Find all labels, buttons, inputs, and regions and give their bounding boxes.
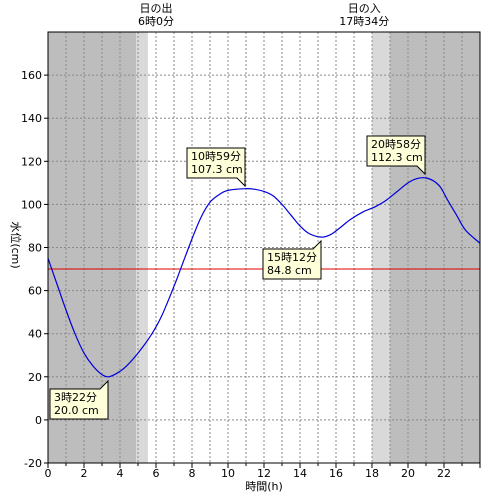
y-tick-label: 40 [28, 328, 42, 341]
x-axis-label: 時間(h) [245, 480, 283, 493]
x-tick-label: 18 [365, 467, 379, 480]
y-tick-label: 60 [28, 285, 42, 298]
y-tick-label: 100 [21, 198, 42, 211]
y-tick-label: 20 [28, 371, 42, 384]
sunset-title: 日の入 [348, 2, 381, 15]
night-shade-evening [390, 32, 480, 463]
y-tick-label: 0 [35, 414, 42, 427]
annotation-time: 10時59分 [191, 150, 241, 163]
x-tick-label: 8 [189, 467, 196, 480]
x-tick-label: 20 [401, 467, 415, 480]
y-tick-label: 160 [21, 69, 42, 82]
x-tick-label: 12 [257, 467, 271, 480]
annotation-box [366, 135, 426, 176]
y-tick-label: 80 [28, 242, 42, 255]
x-tick-labels: 0 2 4 6 8 10 12 14 16 18 20 22 [45, 463, 481, 480]
x-tick-label: 14 [293, 467, 307, 480]
annotation-time: 15時12分 [267, 251, 317, 264]
sunrise-time: 6時0分 [138, 15, 174, 28]
annotation-time: 20時58分 [371, 138, 421, 151]
annotation-level: 84.8 cm [267, 264, 312, 277]
annotation-box [262, 239, 322, 280]
x-tick-label: 10 [221, 467, 235, 480]
y-axis-label: 水位(cm) [9, 221, 23, 268]
grid-lines [48, 32, 480, 463]
y-tick-label: -20 [24, 457, 42, 470]
tide-level-line [47, 177, 481, 378]
y-tick-labels: -20 0 20 40 60 80 100 120 140 160 [21, 69, 48, 470]
sunrise-title: 日の出 [140, 1, 173, 15]
annotation-time: 3時22分 [54, 391, 97, 404]
x-tick-label: 16 [329, 467, 343, 480]
x-tick-label: 22 [437, 467, 451, 480]
annotation-box [186, 147, 246, 188]
annotation-level: 20.0 cm [54, 404, 99, 417]
y-tick-label: 120 [21, 155, 42, 168]
series-group [47, 177, 481, 378]
twilight-shade-morning [136, 32, 148, 463]
annotation-box [49, 379, 109, 420]
x-tick-label: 6 [153, 467, 160, 480]
x-tick-label: 4 [117, 467, 124, 480]
x-tick-label: 0 [45, 467, 52, 480]
y-tick-label: 140 [21, 112, 42, 125]
x-tick-label: 2 [81, 467, 88, 480]
annotation-level: 112.3 cm [371, 151, 423, 164]
sunset-time: 17時34分 [339, 15, 389, 28]
annotation-level: 107.3 cm [191, 163, 243, 176]
